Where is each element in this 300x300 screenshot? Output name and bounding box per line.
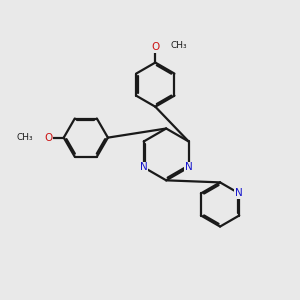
Text: N: N [185, 162, 193, 172]
Text: O: O [44, 133, 52, 142]
Text: N: N [140, 162, 148, 172]
Text: CH₃: CH₃ [171, 41, 187, 50]
Text: N: N [235, 188, 243, 198]
Text: O: O [151, 42, 159, 52]
Text: CH₃: CH₃ [16, 133, 33, 142]
